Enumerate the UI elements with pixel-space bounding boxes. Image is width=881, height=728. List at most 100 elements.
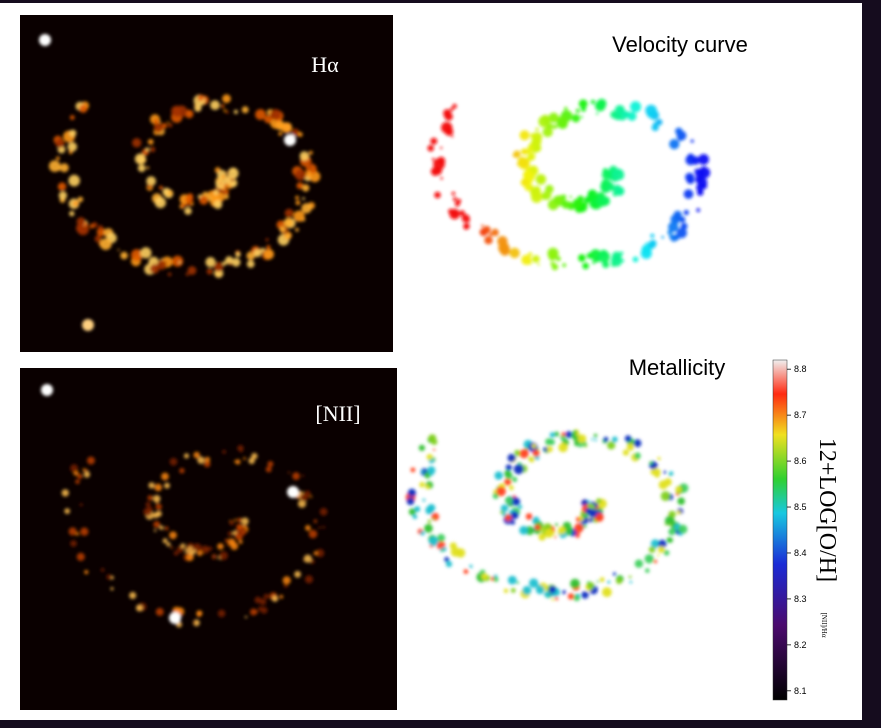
blob (650, 234, 654, 238)
blob (562, 263, 566, 267)
blob (197, 613, 201, 617)
blob (305, 171, 311, 177)
blob (555, 523, 558, 526)
blob (469, 565, 472, 568)
blob (453, 197, 457, 201)
blob (407, 497, 415, 505)
blob (237, 445, 243, 451)
blob (154, 123, 164, 133)
blob (533, 450, 540, 457)
blob (411, 468, 416, 473)
blob (56, 156, 60, 160)
blob (168, 273, 172, 277)
blob (84, 570, 88, 574)
blob (90, 224, 94, 228)
slide: Hα [NII] Velocity curve Metallicity 12+L… (0, 0, 881, 728)
blob (702, 166, 706, 170)
blob (524, 449, 528, 453)
blob (616, 578, 622, 584)
blob (661, 236, 664, 239)
blob (576, 109, 580, 113)
blob (242, 106, 249, 113)
blob (561, 432, 565, 436)
blob (519, 526, 528, 535)
blob (296, 200, 301, 205)
blob (645, 554, 654, 563)
blob (205, 457, 210, 462)
blob (132, 138, 141, 147)
blob (227, 543, 230, 546)
blob (607, 441, 615, 449)
blob (667, 537, 673, 543)
blob (445, 113, 453, 121)
blob (504, 589, 508, 593)
blob (62, 489, 69, 496)
blob (581, 116, 583, 118)
blob (427, 145, 434, 152)
blob (679, 217, 685, 223)
blob (650, 469, 655, 474)
blob (433, 166, 442, 175)
blob (243, 457, 246, 460)
blob (155, 197, 166, 208)
blob (217, 543, 224, 550)
blob (214, 200, 223, 209)
blob (222, 94, 231, 103)
blob (516, 581, 519, 584)
blob (153, 119, 159, 125)
blob (70, 464, 78, 472)
blob (221, 104, 225, 108)
blob (424, 524, 433, 533)
blob (451, 135, 453, 137)
blob (601, 181, 606, 186)
blob (571, 434, 576, 439)
blob (677, 510, 681, 514)
blob (428, 522, 430, 524)
blob (668, 528, 675, 535)
blob (634, 453, 641, 460)
blob (120, 252, 128, 260)
blob (599, 102, 605, 108)
blob (234, 519, 236, 521)
blob (434, 192, 441, 199)
blob (607, 581, 610, 584)
panel-label: Velocity curve (612, 32, 748, 57)
blob (154, 529, 157, 532)
blob (270, 109, 281, 120)
blob (69, 527, 77, 535)
blob (506, 464, 512, 470)
blob (208, 191, 214, 197)
blob (591, 438, 593, 440)
blob (73, 201, 79, 207)
blob (629, 576, 632, 579)
blob (592, 261, 595, 264)
blob (146, 502, 151, 507)
blob (494, 577, 499, 582)
colorbar-tick-label: 8.8 (794, 364, 807, 374)
blob (154, 484, 162, 492)
panel-label: Metallicity (629, 355, 726, 380)
blob (300, 151, 310, 161)
blob (512, 477, 517, 482)
blob (267, 461, 273, 467)
blob (669, 234, 674, 239)
blob (68, 142, 78, 152)
blob (431, 513, 439, 521)
blob (118, 249, 120, 251)
blob (83, 468, 86, 471)
blob (528, 261, 532, 265)
blob (87, 457, 95, 465)
blob (645, 105, 657, 117)
blob (150, 147, 155, 152)
colorbar (773, 360, 787, 700)
blob (649, 546, 656, 553)
blob (230, 542, 238, 550)
blob (284, 218, 293, 227)
blob (641, 248, 652, 259)
blob (518, 157, 528, 167)
blob (239, 540, 243, 544)
blob (570, 527, 573, 530)
colorbar-subscript: [NII]/Hα (820, 612, 828, 637)
blob (69, 150, 73, 154)
blob (58, 182, 66, 190)
